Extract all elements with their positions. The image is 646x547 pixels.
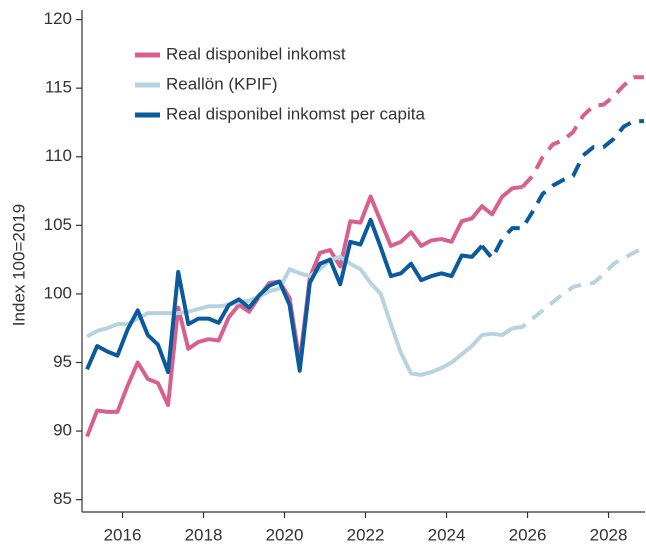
series-line [85,217,484,375]
x-tick-label: 2016 [104,525,142,544]
x-tick-label: 2026 [509,525,547,544]
x-tick-label: 2020 [266,525,304,544]
x-tick-label: 2028 [590,525,628,544]
y-tick-label: 105 [44,215,72,234]
series-line [86,254,514,377]
y-tick-label: 90 [53,421,72,440]
forecast-line [480,119,644,261]
y-tick-label: 100 [44,283,72,302]
legend-label: Real disponibel inkomst [166,44,346,63]
y-tick-label: 110 [45,146,72,165]
x-tick-label: 2024 [428,525,466,544]
legend-label: Real disponibel inkomst per capita [166,104,425,123]
forecast-line [521,75,644,189]
y-tick-label: 120 [44,9,72,28]
forecast-line [512,245,645,331]
x-tick-label: 2018 [185,525,223,544]
legend-label: Reallön (KPIF) [166,74,277,93]
y-tick-label: 115 [45,78,72,97]
x-tick-label: 2022 [347,525,385,544]
y-tick-label: 95 [53,352,72,371]
y-axis-label: Index 100=2019 [9,204,28,326]
y-tick-label: 85 [53,489,72,508]
